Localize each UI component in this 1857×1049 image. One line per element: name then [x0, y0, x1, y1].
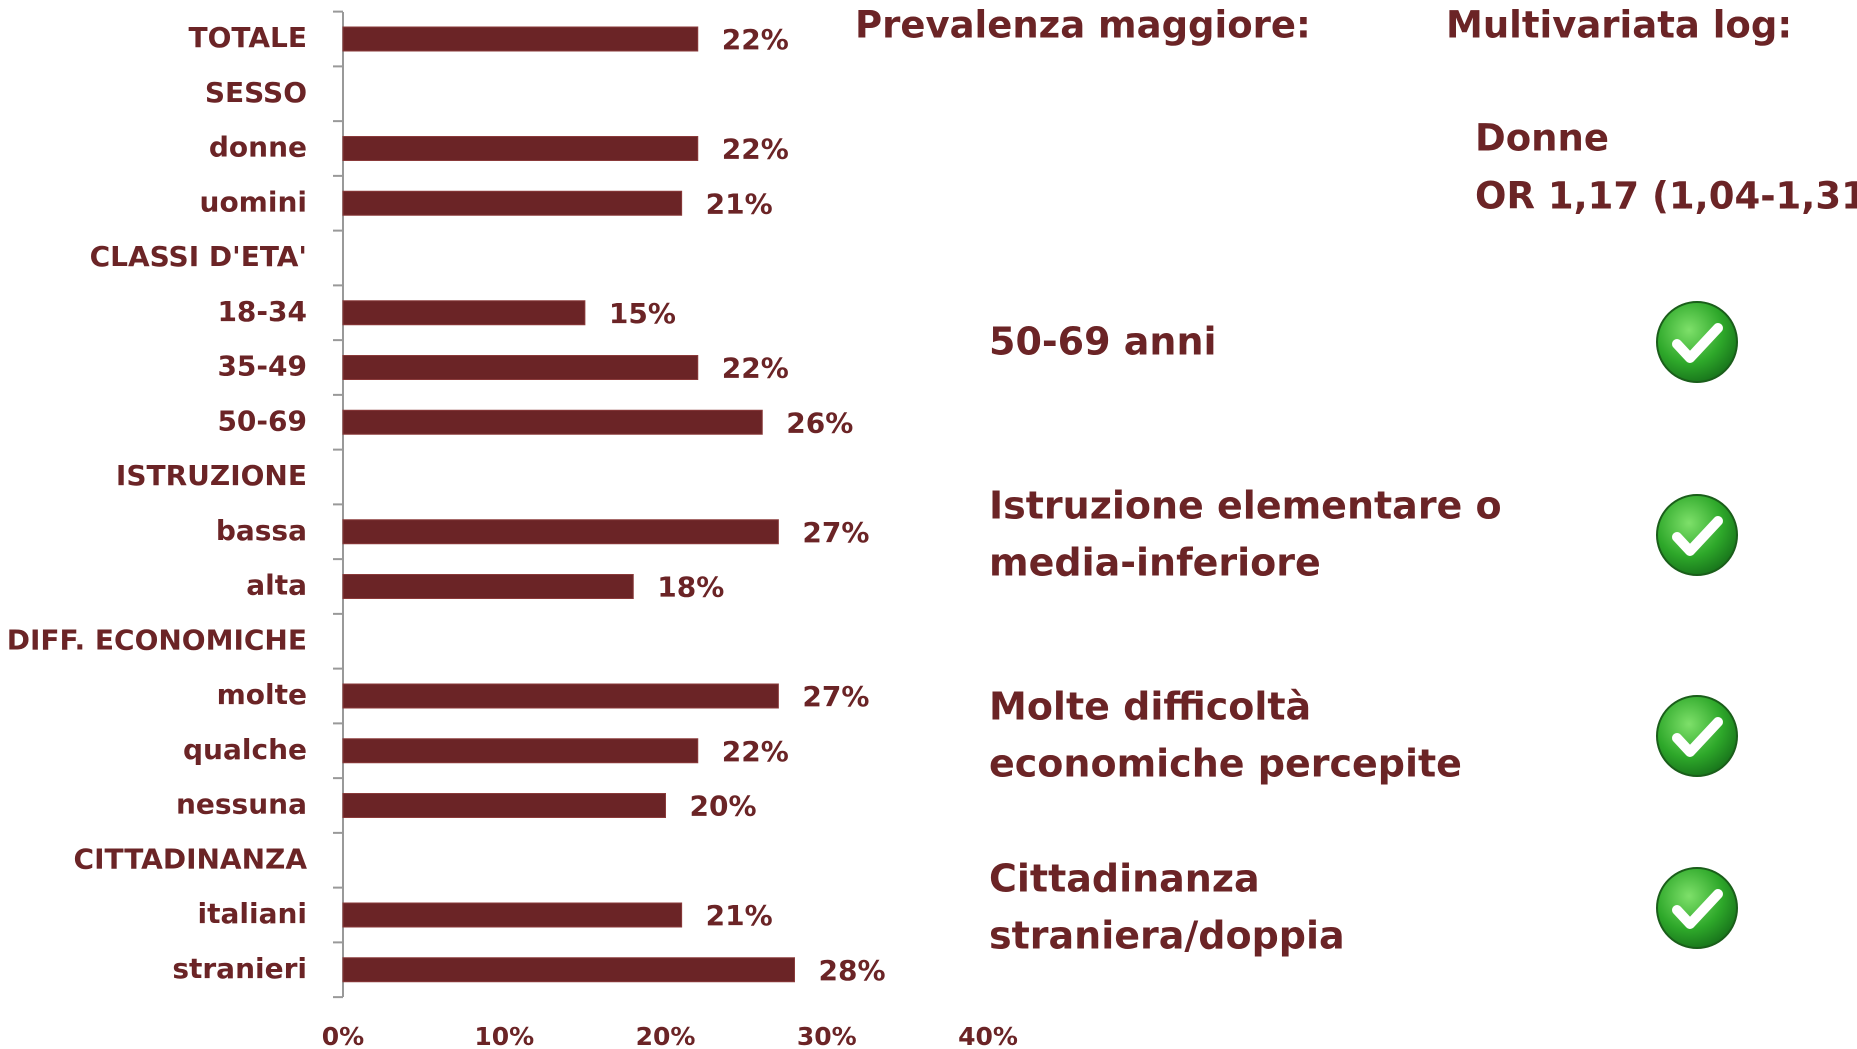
y-tick-label: molte — [217, 678, 307, 711]
value-label: 22% — [722, 23, 789, 56]
y-tick-label: ISTRUZIONE — [116, 459, 307, 492]
bar — [342, 793, 666, 818]
check-icon — [1656, 494, 1738, 576]
y-tick-label: qualche — [183, 733, 307, 766]
check-icon — [1656, 695, 1738, 777]
value-label: 26% — [786, 406, 853, 439]
value-label: 18% — [657, 571, 724, 604]
value-label: 21% — [706, 899, 773, 932]
y-tick-label: TOTALE — [189, 21, 307, 54]
panel-item: Cittadinanza — [989, 857, 1260, 901]
y-tick-label: DIFF. ECONOMICHE — [7, 623, 307, 656]
bar — [342, 300, 586, 326]
bar — [342, 136, 699, 161]
value-label: 21% — [706, 187, 773, 220]
x-tick-label: 20% — [636, 1022, 696, 1049]
panel-item: Molte difficoltà — [989, 685, 1311, 729]
bar — [342, 190, 683, 216]
panel-item: economiche percepite — [989, 742, 1462, 786]
panel-item: 50-69 anni — [989, 320, 1217, 364]
value-label: 27% — [802, 516, 869, 549]
value-label: 27% — [802, 680, 869, 713]
bar — [342, 738, 699, 764]
x-tick-label: 0% — [322, 1022, 364, 1049]
bar — [342, 902, 683, 928]
y-tick-label: SESSO — [205, 76, 307, 109]
panel-item: straniera/doppia — [989, 914, 1345, 958]
y-tick-label: nessuna — [176, 788, 307, 821]
y-tick-label: donne — [209, 131, 307, 164]
x-tick-label: 40% — [958, 1022, 1018, 1049]
value-label: 15% — [609, 297, 676, 330]
panel-item: media-inferiore — [989, 541, 1321, 585]
bar — [342, 519, 779, 545]
check-circle — [1656, 867, 1738, 949]
check-icon — [1656, 301, 1738, 383]
check-mark — [1672, 516, 1723, 556]
y-tick-label: CLASSI D'ETA' — [90, 240, 307, 273]
value-label: 20% — [690, 790, 757, 823]
value-label: 28% — [819, 954, 886, 987]
bar — [342, 574, 634, 599]
x-tick-label: 30% — [797, 1022, 857, 1049]
check-circle — [1656, 301, 1738, 383]
y-tick-label: 50-69 — [217, 404, 307, 437]
value-label: 22% — [722, 352, 789, 385]
value-label: 22% — [722, 133, 789, 166]
y-tick-label: 35-49 — [217, 350, 307, 383]
y-tick-label: alta — [246, 569, 307, 602]
panel-title: Multivariata log: — [1446, 4, 1792, 47]
value-label: 22% — [722, 735, 789, 768]
bar — [342, 683, 779, 709]
check-circle — [1656, 494, 1738, 576]
panel-item: Istruzione elementare o — [989, 484, 1502, 528]
y-tick-label: 18-34 — [217, 295, 307, 328]
y-tick-label: uomini — [200, 185, 307, 218]
check-mark — [1672, 717, 1723, 757]
bar — [342, 355, 699, 380]
y-tick-label: stranieri — [172, 952, 307, 985]
y-tick-label: bassa — [216, 514, 307, 547]
check-icon — [1656, 867, 1738, 949]
x-tick-label: 10% — [474, 1022, 534, 1049]
check-circle — [1656, 695, 1738, 777]
panel-note: OR 1,17 (1,04-1,31) — [1475, 175, 1857, 218]
bar — [342, 409, 763, 435]
bar — [342, 26, 699, 52]
check-mark — [1672, 889, 1723, 929]
y-tick-label: CITTADINANZA — [74, 842, 308, 875]
check-mark — [1672, 323, 1723, 363]
y-tick-label: italiani — [198, 897, 308, 930]
bar — [342, 957, 795, 983]
panel-note: Donne — [1475, 117, 1609, 160]
panel-title: Prevalenza maggiore: — [855, 4, 1311, 47]
